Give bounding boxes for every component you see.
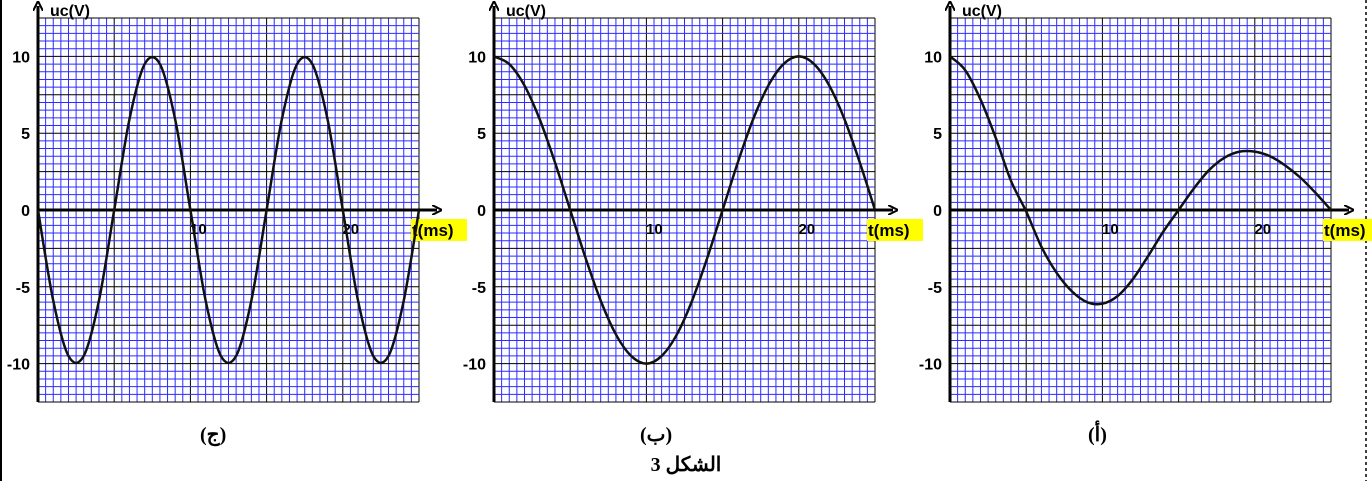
y-tick-label: 0 <box>21 203 30 220</box>
x-axis-label: t(ms) <box>412 221 454 240</box>
chart-caption-alif: (أ) <box>1088 424 1107 446</box>
x-axis-label-highlight <box>411 219 467 241</box>
y-tick-label: 5 <box>933 126 942 143</box>
x-axis-label: t(ms) <box>868 221 910 240</box>
y-tick-label: 10 <box>468 49 486 66</box>
y-tick-label: 0 <box>477 203 486 220</box>
y-tick-label: -5 <box>16 280 30 297</box>
y-axis-label: uc(V) <box>962 3 1002 20</box>
y-tick-label: -10 <box>7 357 30 374</box>
y-axis-label: uc(V) <box>506 3 546 20</box>
series-line <box>493 55 877 365</box>
x-axis-label-highlight <box>1323 219 1372 241</box>
x-tick-label: 10 <box>646 221 663 238</box>
y-axis-label: uc(V) <box>50 3 90 20</box>
chart-alif: 10 5 0 -5 -10 10 20 uc(V) t(ms) <box>919 3 1372 403</box>
figure-title: الشكل 3 <box>650 454 722 476</box>
series-line <box>949 55 1332 306</box>
chart-caption-jim: (ج) <box>200 424 227 446</box>
x-axis-label: t(ms) <box>1324 221 1366 240</box>
y-tick-label: 0 <box>933 203 942 220</box>
y-tick-label: -5 <box>928 280 942 297</box>
y-tick-label: 5 <box>21 126 30 143</box>
x-axis-label-highlight <box>867 219 923 241</box>
chart-caption-ba: (ب) <box>640 424 673 446</box>
x-tick-label: 10 <box>1102 221 1119 238</box>
y-tick-label: 10 <box>924 49 942 66</box>
y-tick-label: -10 <box>919 357 942 374</box>
chart-ba: 10 5 0 -5 -10 10 20 uc(V) t(ms) <box>463 3 923 403</box>
y-tick-label: 10 <box>12 49 30 66</box>
x-tick-label: 20 <box>1254 221 1271 238</box>
x-tick-label: 20 <box>798 221 815 238</box>
series-line <box>36 55 421 365</box>
y-tick-label: -5 <box>472 280 486 297</box>
y-tick-label: 5 <box>477 126 486 143</box>
y-tick-label: -10 <box>463 357 486 374</box>
